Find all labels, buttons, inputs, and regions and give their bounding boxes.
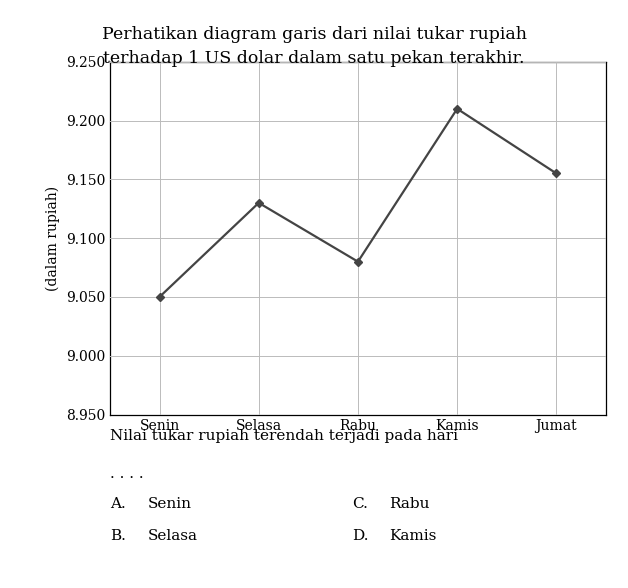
Text: Senin: Senin — [148, 497, 192, 511]
Text: B.: B. — [110, 529, 126, 543]
Text: Selasa: Selasa — [148, 529, 198, 543]
Text: Rabu: Rabu — [389, 497, 430, 511]
Text: terhadap 1 US dolar dalam satu pekan terakhir.: terhadap 1 US dolar dalam satu pekan ter… — [103, 50, 525, 67]
Text: . . . .: . . . . — [110, 467, 144, 482]
Text: C.: C. — [352, 497, 367, 511]
Text: A.: A. — [110, 497, 126, 511]
Text: Kamis: Kamis — [389, 529, 436, 543]
Text: Nilai tukar rupiah terendah terjadi pada hari: Nilai tukar rupiah terendah terjadi pada… — [110, 429, 458, 443]
Y-axis label: (dalam rupiah): (dalam rupiah) — [46, 186, 60, 290]
Text: Perhatikan diagram garis dari nilai tukar rupiah: Perhatikan diagram garis dari nilai tuka… — [102, 26, 526, 44]
Text: D.: D. — [352, 529, 368, 543]
